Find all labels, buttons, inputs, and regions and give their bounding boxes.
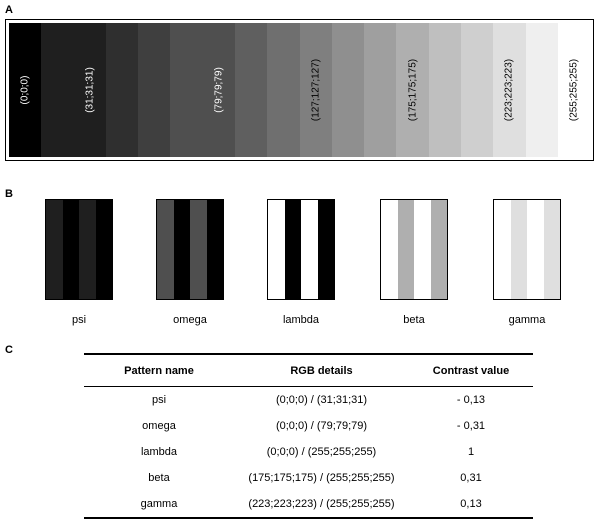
- table-row: beta (175;175;175) / (255;255;255) 0,31: [84, 465, 533, 491]
- gradient-bar: [234, 23, 268, 157]
- pattern-swatch-psi: [45, 199, 113, 300]
- pattern-name-label: beta: [403, 314, 425, 326]
- gradient-bar: (127;127;127): [299, 23, 332, 157]
- gradient-frame: (0;0;0) (31;31;31) (79;79;79) (127;127;127)…: [5, 19, 594, 161]
- pattern-name-label: gamma: [508, 314, 546, 326]
- gradient-label: (0;0;0): [19, 75, 31, 105]
- gradient-bar: [138, 23, 171, 157]
- gradient-bar: [460, 23, 494, 157]
- contrast-value-cell: 1: [467, 446, 475, 458]
- pattern-stripe: [46, 200, 63, 299]
- pattern-name-cell: gamma: [140, 498, 178, 510]
- table-bottom-rule: [84, 517, 533, 519]
- pattern-stripe: [414, 200, 431, 299]
- table-top-rule: [84, 353, 533, 355]
- rgb-details-cell: (0;0;0) / (255;255;255): [266, 446, 377, 458]
- table-row: gamma (223;223;223) / (255;255;255) 0,13: [84, 491, 533, 517]
- gradient-label: (31;31;31): [84, 67, 96, 113]
- gradient-bar: (223;223;223): [493, 23, 526, 157]
- contrast-table: Pattern name RGB details Contrast value …: [84, 353, 533, 519]
- table-row: omega (0;0;0) / (79;79;79) - 0,31: [84, 413, 533, 439]
- gradient-bar: [331, 23, 365, 157]
- rgb-details-cell: (175;175;175) / (255;255;255): [248, 472, 395, 484]
- pattern-stripe: [284, 200, 301, 299]
- pattern-stripe: [173, 200, 190, 299]
- panel-label-c: C: [5, 344, 13, 356]
- table-body: psi (0;0;0) / (31;31;31) - 0,13 omega (0;0;0…: [84, 387, 533, 517]
- pattern-swatch-omega: [156, 199, 224, 300]
- gradient-bar: (0;0;0): [9, 23, 42, 157]
- pattern-stripe: [95, 200, 112, 299]
- gradient-label: (223;223;223): [503, 58, 515, 122]
- gradient-label: (127;127;127): [310, 58, 322, 122]
- table-header-rule: [84, 386, 533, 387]
- pattern-stripe: [430, 200, 447, 299]
- gradient-label: (175;175;175): [407, 58, 419, 122]
- pattern-swatch-lambda: [267, 199, 335, 300]
- panel-label-b: B: [5, 188, 13, 200]
- contrast-value-cell: 0,31: [460, 472, 482, 484]
- contrast-value-cell: - 0,13: [456, 394, 486, 406]
- contrast-value-cell: 0,13: [460, 498, 482, 510]
- pattern-swatch-beta: [380, 199, 448, 300]
- pattern-stripe: [543, 200, 560, 299]
- pattern-name-label: psi: [71, 314, 87, 326]
- pattern-name-cell: omega: [142, 420, 176, 432]
- pattern-stripe: [397, 200, 414, 299]
- gradient-bar: (79;79;79): [202, 23, 235, 157]
- gradient-bar: [170, 23, 203, 157]
- pattern-stripe: [157, 200, 174, 299]
- gradient-bar: [105, 23, 139, 157]
- pattern-stripe: [206, 200, 223, 299]
- pattern-stripe: [190, 200, 207, 299]
- pattern-stripe: [317, 200, 334, 299]
- panel-label-a: A: [5, 4, 13, 16]
- table-row: psi (0;0;0) / (31;31;31) - 0,13: [84, 387, 533, 413]
- gradient-bar: (31;31;31): [73, 23, 106, 157]
- gradient-strip: (0;0;0) (31;31;31) (79;79;79) (127;127;127)…: [9, 23, 591, 157]
- pattern-name-cell: lambda: [140, 446, 178, 458]
- gradient-bar: [267, 23, 300, 157]
- rgb-details-cell: (0;0;0) / (79;79;79): [275, 420, 368, 432]
- pattern-stripe: [79, 200, 96, 299]
- pattern-stripe: [62, 200, 79, 299]
- header-rgb-details: RGB details: [290, 364, 353, 377]
- table-row: lambda (0;0;0) / (255;255;255) 1: [84, 439, 533, 465]
- gradient-bar: (255;255;255): [557, 23, 591, 157]
- pattern-stripe: [527, 200, 544, 299]
- gradient-label: (255;255;255): [568, 58, 580, 122]
- gradient-bar: [525, 23, 558, 157]
- header-pattern-name: Pattern name: [124, 364, 194, 377]
- pattern-stripe: [381, 200, 398, 299]
- pattern-stripe: [301, 200, 318, 299]
- gradient-bar: (175;175;175): [396, 23, 429, 157]
- pattern-swatch-gamma: [493, 199, 561, 300]
- gradient-bar: [364, 23, 397, 157]
- contrast-value-cell: - 0,31: [456, 420, 486, 432]
- pattern-name-label: omega: [173, 314, 207, 326]
- pattern-name-label: lambda: [282, 314, 320, 326]
- rgb-details-cell: (223;223;223) / (255;255;255): [248, 498, 395, 510]
- pattern-stripe: [268, 200, 285, 299]
- pattern-name-cell: beta: [148, 472, 170, 484]
- table-header-row: Pattern name RGB details Contrast value: [84, 355, 533, 386]
- gradient-bar: [428, 23, 461, 157]
- header-contrast-value: Contrast value: [432, 364, 510, 377]
- gradient-label: (79;79;79): [213, 67, 225, 113]
- pattern-stripe: [494, 200, 511, 299]
- pattern-name-cell: psi: [151, 394, 167, 406]
- rgb-details-cell: (0;0;0) / (31;31;31): [275, 394, 368, 406]
- gradient-bar: [41, 23, 74, 157]
- pattern-stripe: [510, 200, 527, 299]
